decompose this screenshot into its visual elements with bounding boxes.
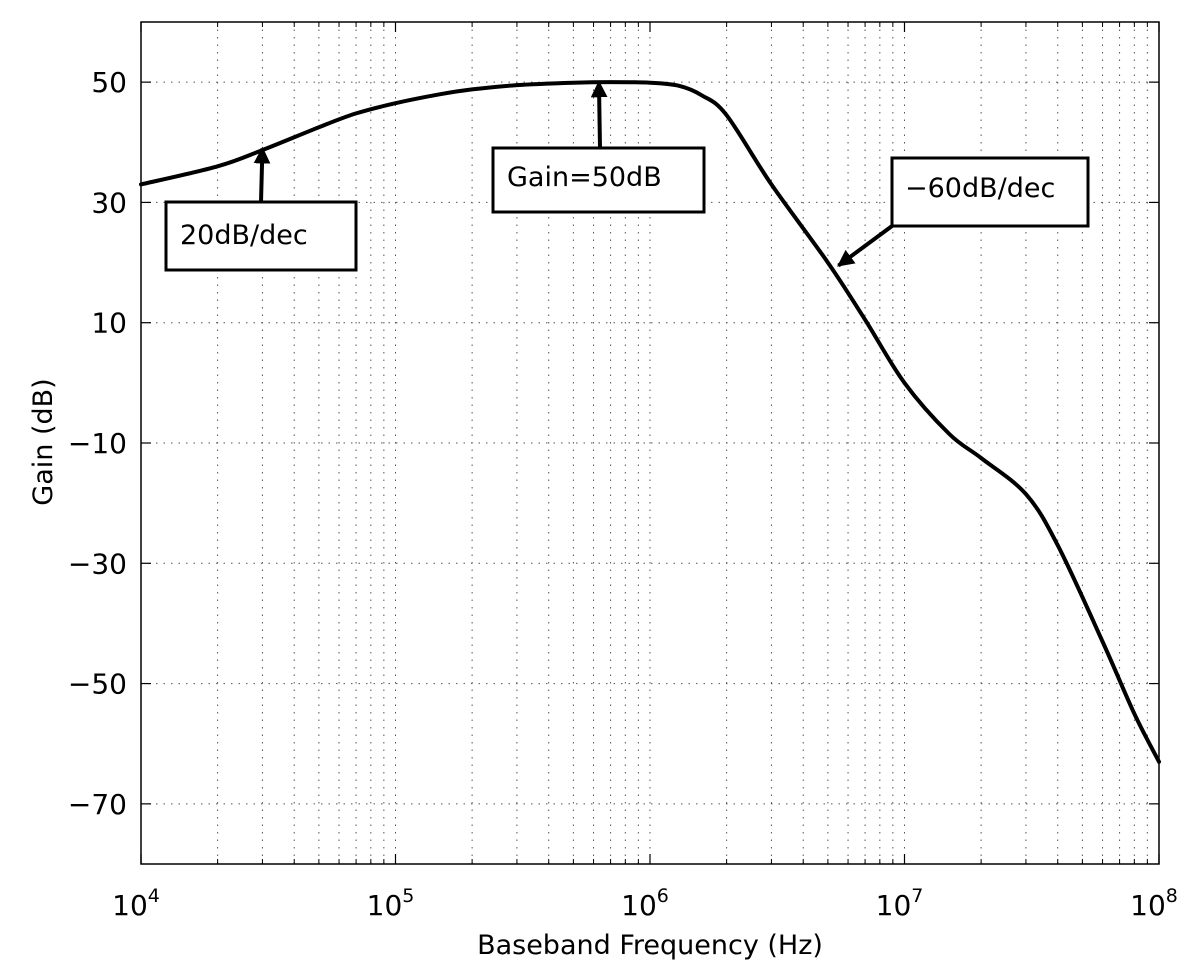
y-tick-label: −30: [68, 547, 127, 580]
annotation-arrow: [590, 80, 608, 149]
annotation-arrow: [837, 224, 894, 268]
y-tick-label: 30: [91, 186, 127, 219]
annotation: 20dB/dec: [164, 146, 358, 272]
annotation-text: Gain=50dB: [507, 162, 662, 193]
x-tick-label: 108: [1130, 885, 1178, 922]
annotation-arrow: [253, 146, 271, 203]
y-tick-labels: 50 30 10 −10 −30 −50 −70: [68, 66, 127, 821]
series-layer: [139, 80, 1161, 764]
annotation-text: −60dB/dec: [905, 173, 1055, 204]
y-axis-label: Gain (dB): [28, 378, 59, 505]
y-tick-label: 50: [91, 66, 127, 99]
x-tick-label: 107: [876, 885, 924, 922]
y-tick-label: 10: [91, 307, 127, 340]
annotation-box: [890, 156, 1090, 228]
tick-marks: [140, 22, 1160, 864]
annotation: −60dB/dec: [837, 156, 1090, 268]
x-tick-labels: 104 105 106 107 108: [112, 885, 1178, 922]
y-tick-label: −50: [68, 668, 127, 701]
y-tick-label: −70: [68, 788, 127, 821]
annotation-text: 20dB/dec: [180, 220, 308, 251]
annotation: Gain=50dB: [491, 80, 706, 214]
x-tick-label: 106: [621, 885, 669, 922]
x-axis-label: Baseband Frequency (Hz): [477, 930, 823, 961]
y-tick-label: −10: [68, 427, 127, 460]
x-tick-label: 105: [367, 885, 415, 922]
annotations: 20dB/dec Gain=50dB −60dB/dec: [164, 80, 1090, 272]
x-tick-label: 104: [112, 885, 160, 922]
gain-curve: [139, 80, 1161, 764]
grid: [141, 22, 1159, 864]
